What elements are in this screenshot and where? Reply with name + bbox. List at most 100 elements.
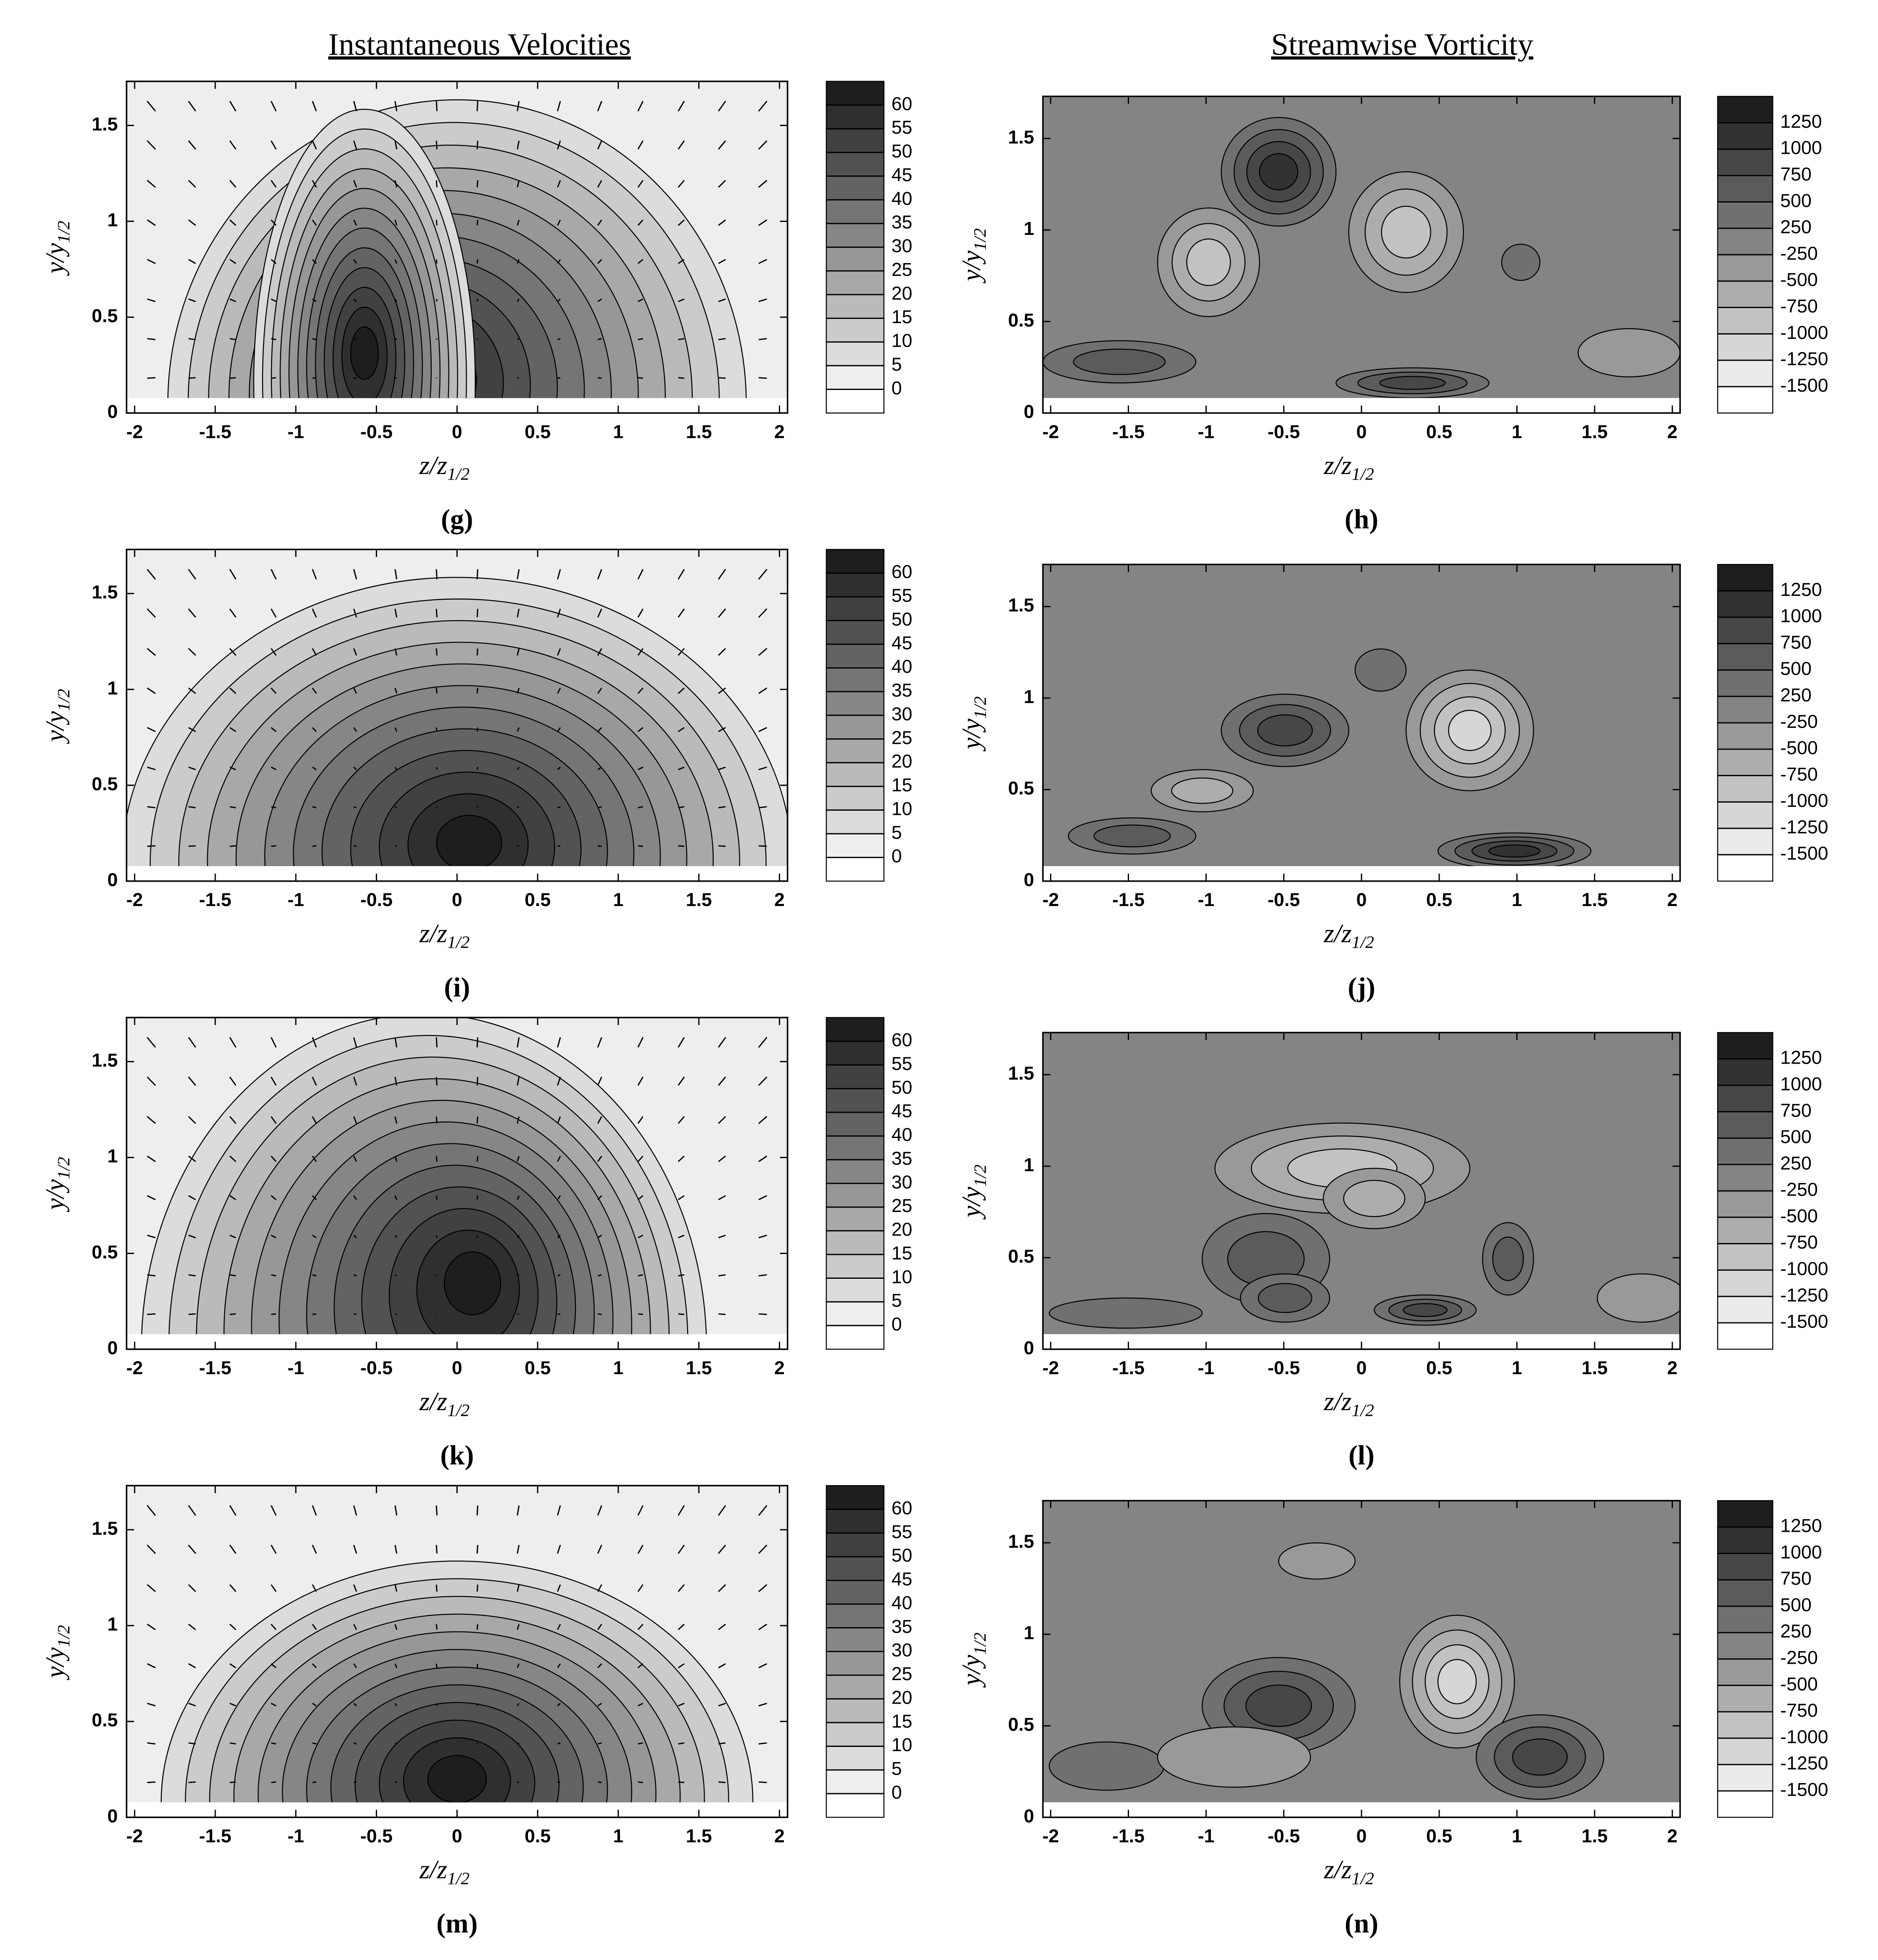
- colorbar-label: -1250: [1780, 349, 1828, 369]
- velocity-arrow: [229, 1235, 236, 1238]
- velocity-arrow: [353, 1037, 357, 1048]
- velocity-arrow: [270, 1623, 277, 1630]
- velocity-arrow: [394, 140, 398, 150]
- velocity-arrow: [678, 1195, 685, 1200]
- colorbar-label: 750: [1780, 632, 1812, 653]
- x-tick-label: 0.5: [525, 422, 551, 442]
- velocity-arrow: [229, 298, 236, 302]
- velocity-arrow: [758, 1584, 768, 1592]
- velocity-arrow: [718, 1544, 726, 1554]
- velocity-arrow: [678, 806, 685, 809]
- velocity-arrow: [638, 767, 644, 770]
- velocity-arrow: [517, 1663, 520, 1668]
- y-tick-label: 0.5: [92, 1242, 118, 1262]
- velocity-arrow: [395, 338, 397, 340]
- colorbar-label: 30: [892, 704, 913, 724]
- x-axis-label-sub: 1/2: [447, 933, 470, 952]
- colorbar-band: [1717, 1579, 1773, 1607]
- velocity-arrow: [557, 1663, 561, 1668]
- colorbar-band: [826, 667, 885, 692]
- velocity-arrow: [517, 609, 520, 618]
- velocity-arrow: [637, 1076, 644, 1086]
- x-axis-label: z/z1/2: [419, 1387, 470, 1420]
- colorbar-band: [826, 572, 885, 598]
- colorbar-band: [826, 1793, 885, 1818]
- panel-label: (n): [1345, 1909, 1378, 1939]
- colorbar-band: [826, 786, 885, 811]
- colorbar-band: [826, 270, 885, 295]
- velocity-arrow: [435, 767, 438, 770]
- y-axis-label-main: y/y: [957, 1655, 986, 1688]
- colorbar-label: 0: [892, 846, 902, 867]
- velocity-arrow: [312, 1663, 317, 1668]
- colorbar-label: 20: [892, 1687, 913, 1708]
- colorbar-label: -1500: [1780, 375, 1828, 396]
- velocity-arrow: [188, 608, 196, 618]
- x-axis-label-main: z/z: [419, 1855, 447, 1884]
- velocity-arrow: [353, 1505, 357, 1516]
- colorbar-label: 55: [892, 1054, 913, 1074]
- velocity-arrow: [229, 1155, 237, 1162]
- colorbar-band: [826, 199, 885, 224]
- velocity-arrow: [188, 1274, 196, 1277]
- colorbar-label: 45: [892, 633, 913, 653]
- velocity-arrow: [718, 648, 726, 656]
- velocity-arrow: [394, 1624, 398, 1630]
- velocity-arrow: [678, 648, 685, 656]
- colorbar-label: 40: [892, 1125, 913, 1145]
- velocity-arrow: [718, 569, 726, 580]
- velocity-arrow: [229, 100, 237, 112]
- velocity-arrow: [435, 727, 438, 732]
- colorbar-label: 250: [1780, 1153, 1812, 1174]
- x-tick-label: 0: [1356, 890, 1367, 910]
- velocity-arrow: [678, 569, 685, 580]
- velocity-arrow: [270, 1037, 277, 1048]
- colorbar-label: 60: [892, 1498, 913, 1518]
- y-axis-label-sub: 1/2: [971, 1164, 990, 1187]
- colorbar-band: [826, 1746, 885, 1770]
- velocity-arrow: [597, 688, 602, 694]
- velocity-arrow: [147, 1076, 156, 1086]
- colorbar-label: 20: [892, 751, 913, 772]
- velocity-arrow: [312, 1274, 317, 1277]
- velocity-arrow: [436, 1313, 438, 1315]
- velocity-arrow: [147, 1702, 156, 1707]
- x-axis-label-main: z/z: [1324, 450, 1352, 480]
- velocity-arrow: [435, 609, 438, 618]
- y-tick-label: 1: [1024, 219, 1034, 239]
- velocity-arrow: [188, 727, 196, 732]
- velocity-arrow: [270, 180, 277, 188]
- velocity-arrow: [394, 1505, 398, 1516]
- velocity-arrow: [597, 219, 602, 226]
- velocity-arrow: [271, 806, 277, 809]
- colorbar-label: 500: [1780, 659, 1812, 679]
- colorbar-label: 20: [892, 1220, 913, 1240]
- velocity-arrow: [353, 1742, 357, 1745]
- velocity-arrow: [188, 259, 196, 264]
- y-tick-label: 1.5: [1008, 1063, 1034, 1084]
- velocity-arrow: [517, 727, 520, 732]
- colorbar-band: [826, 1017, 885, 1042]
- colorbar-band: [1717, 307, 1773, 335]
- x-tick-label: -1.5: [1112, 1358, 1145, 1378]
- contour-band: [1343, 1180, 1406, 1217]
- velocity-arrow: [637, 727, 644, 732]
- velocity-arrow: [312, 1544, 317, 1554]
- velocity-arrow: [678, 1116, 685, 1124]
- velocity-arrow: [229, 688, 237, 694]
- colorbar-label: -1500: [1780, 1779, 1828, 1800]
- colorbar-label: -750: [1780, 1700, 1817, 1721]
- velocity-arrow: [557, 767, 561, 770]
- colorbar-label: 750: [1780, 164, 1812, 185]
- velocity-arrow: [312, 648, 317, 656]
- velocity-arrow: [557, 180, 561, 188]
- x-tick-label: 1: [1511, 1826, 1522, 1847]
- velocity-arrow: [517, 1274, 520, 1277]
- x-tick-label: 2: [1667, 1826, 1678, 1847]
- velocity-arrow: [517, 259, 520, 264]
- velocity-arrow: [188, 687, 196, 694]
- x-tick-label: 1.5: [686, 1826, 712, 1847]
- velocity-arrow: [270, 1544, 277, 1554]
- x-tick-label: -2: [126, 422, 143, 442]
- velocity-arrow: [678, 1702, 685, 1707]
